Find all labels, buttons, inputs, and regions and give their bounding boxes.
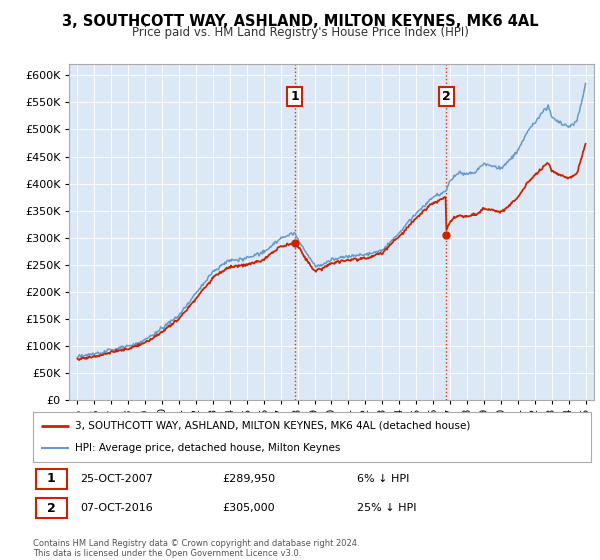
Text: £289,950: £289,950: [223, 474, 276, 484]
Text: 3, SOUTHCOTT WAY, ASHLAND, MILTON KEYNES, MK6 4AL (detached house): 3, SOUTHCOTT WAY, ASHLAND, MILTON KEYNES…: [75, 421, 470, 431]
Text: Price paid vs. HM Land Registry's House Price Index (HPI): Price paid vs. HM Land Registry's House …: [131, 26, 469, 39]
Text: 1: 1: [290, 90, 299, 103]
Text: 2: 2: [47, 502, 56, 515]
Text: 6% ↓ HPI: 6% ↓ HPI: [356, 474, 409, 484]
FancyBboxPatch shape: [36, 469, 67, 488]
Text: 25-OCT-2007: 25-OCT-2007: [80, 474, 154, 484]
FancyBboxPatch shape: [36, 498, 67, 517]
Text: 2: 2: [442, 90, 451, 103]
Text: 07-OCT-2016: 07-OCT-2016: [80, 503, 153, 513]
Text: 25% ↓ HPI: 25% ↓ HPI: [356, 503, 416, 513]
Text: 3, SOUTHCOTT WAY, ASHLAND, MILTON KEYNES, MK6 4AL: 3, SOUTHCOTT WAY, ASHLAND, MILTON KEYNES…: [62, 14, 538, 29]
Text: £305,000: £305,000: [223, 503, 275, 513]
Text: Contains HM Land Registry data © Crown copyright and database right 2024.
This d: Contains HM Land Registry data © Crown c…: [33, 539, 359, 558]
Text: 1: 1: [47, 473, 56, 486]
Text: HPI: Average price, detached house, Milton Keynes: HPI: Average price, detached house, Milt…: [75, 444, 340, 454]
